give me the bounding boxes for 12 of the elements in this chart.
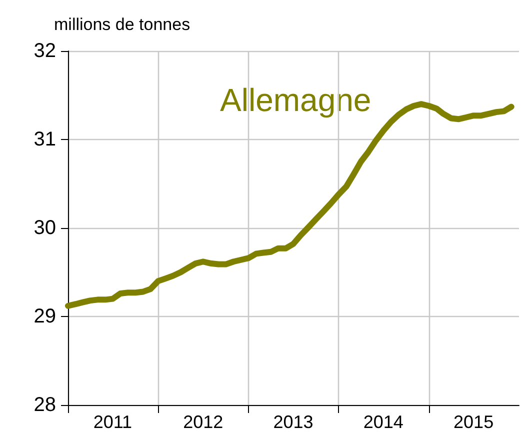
y-tick-label: 31 xyxy=(34,128,56,150)
y-tick-label: 32 xyxy=(34,40,56,62)
x-tick-label: 2014 xyxy=(363,412,404,432)
y-tick-label: 29 xyxy=(34,306,56,328)
series-label: Allemagne xyxy=(220,82,372,118)
x-tick-label: 2012 xyxy=(183,412,224,432)
y-axis-title: millions de tonnes xyxy=(54,15,190,34)
x-tick-label: 2013 xyxy=(273,412,314,432)
y-tick-label: 30 xyxy=(34,217,56,239)
x-tick-label: 2011 xyxy=(93,412,132,432)
x-tick-label: 2015 xyxy=(454,412,494,432)
y-tick-label: 28 xyxy=(34,394,56,416)
